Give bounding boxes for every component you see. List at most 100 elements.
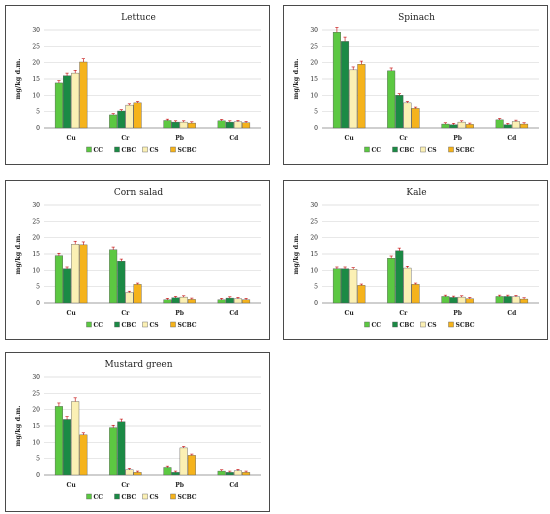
- chart-0-bar-cd-cs: [233, 121, 242, 129]
- chart-0-ytick-30: 30: [32, 27, 40, 34]
- chart-1-legend-swatch-cc: [364, 146, 370, 153]
- chart-0-bar-pb-cbc: [171, 121, 180, 129]
- chart-4-bar-cu-cc: [54, 406, 63, 476]
- spinach-chart-panel: Spinach 0 5 10 15 20 25 30 mg/kg d.m. Cu Cr Pb Cd CC C…: [283, 5, 548, 165]
- chart-4-ytick-5: 5: [36, 456, 40, 463]
- chart-4-xtick-cu: Cu: [67, 482, 77, 489]
- chart-2-ytick-5: 5: [36, 284, 40, 291]
- chart-0-bar-cu-cbc: [63, 75, 72, 129]
- chart-2-bar-cu-cc: [54, 255, 63, 304]
- chart-3-bar-pb-cbc: [449, 297, 458, 304]
- chart-4-xtick-cr: Cr: [121, 482, 130, 489]
- chart-2-bar-cd-cs: [233, 298, 242, 304]
- chart-1-bar-cd-scbc: [520, 123, 529, 129]
- chart-4-bar-cr-cbc: [117, 421, 126, 476]
- chart-0-ytick-10: 10: [32, 92, 40, 99]
- chart-1-ytick-0: 0: [314, 125, 318, 132]
- chart-3-bar-cu-cc: [332, 268, 341, 304]
- chart-3-bar-cu-cbc: [341, 268, 350, 304]
- chart-4-bar-pb-scbc: [187, 455, 196, 476]
- chart-4-title: Mustard green: [104, 360, 172, 370]
- chart-0-bar-cu-cs: [71, 72, 80, 129]
- mustard-green-chart-panel: Mustard green 0 5 10 15 20 25 30 mg/kg d.m. Cu Cr P…: [5, 352, 270, 512]
- chart-1-bar-cr-scbc: [411, 108, 420, 129]
- chart-3-bar-cu-scbc: [357, 285, 366, 304]
- chart-4-legend-swatch-cs: [142, 493, 148, 500]
- chart-4-legend-label-cc: CC: [94, 494, 104, 501]
- chart-1-bar-cu-cs: [349, 69, 358, 129]
- chart-0-bar-pb-scbc: [187, 122, 196, 129]
- chart-3-bar-cd-cc: [495, 296, 504, 304]
- chart-0-bar-pb-cc: [163, 120, 172, 129]
- chart-4-ytick-30: 30: [32, 374, 40, 381]
- chart-3-legend-label-scbc: SCBC: [456, 322, 475, 329]
- chart-0-legend-swatch-cbc: [114, 146, 120, 153]
- chart-4-ytick-10: 10: [32, 439, 40, 446]
- chart-1-xtick-cr: Cr: [399, 135, 408, 142]
- chart-4-bar-cu-cbc: [63, 419, 72, 476]
- chart-3-legend-label-cc: CC: [372, 322, 382, 329]
- chart-0-ytick-25: 25: [32, 43, 40, 50]
- chart-3-ytick-30: 30: [310, 202, 318, 209]
- chart-2-bar-pb-scbc: [187, 299, 196, 304]
- chart-0-bar-cu-cc: [54, 82, 63, 129]
- mustard-green-chart: Mustard green 0 5 10 15 20 25 30 mg/kg d.m. Cu Cr P…: [14, 360, 261, 501]
- corn-salad-chart: Corn salad 0 5 10 15 20 25 30 mg/kg d.m. Cu Cr Pb Cd…: [14, 188, 261, 329]
- chart-3-ytick-20: 20: [310, 235, 318, 242]
- chart-4-ytick-25: 25: [32, 390, 40, 397]
- chart-0-xtick-pb: Pb: [175, 135, 184, 142]
- chart-3-bar-cd-cbc: [503, 296, 512, 304]
- chart-2-legend-label-cbc: CBC: [122, 322, 137, 329]
- chart-1-legend-swatch-cbc: [392, 146, 398, 153]
- chart-4-bar-cr-scbc: [133, 472, 142, 476]
- chart-4-bar-cd-cbc: [225, 472, 234, 476]
- chart-3-bar-cr-scbc: [411, 284, 420, 304]
- chart-4-ytick-15: 15: [32, 423, 40, 430]
- chart-0-bar-cd-cbc: [225, 121, 234, 129]
- chart-4-legend-label-cs: CS: [150, 494, 159, 501]
- chart-4-bar-cd-scbc: [242, 472, 251, 476]
- chart-0-bar-cr-cc: [109, 114, 118, 129]
- chart-3-xtick-pb: Pb: [453, 310, 462, 317]
- chart-3-ytick-0: 0: [314, 300, 318, 307]
- chart-1-xtick-pb: Pb: [453, 135, 462, 142]
- chart-2-bar-cd-cbc: [225, 297, 234, 304]
- chart-1-ytick-10: 10: [310, 92, 318, 99]
- chart-3-xtick-cr: Cr: [399, 310, 408, 317]
- chart-0-bar-cd-cc: [217, 120, 226, 129]
- chart-0-xtick-cd: Cd: [229, 135, 239, 142]
- chart-1-bar-cu-cbc: [341, 41, 350, 129]
- chart-1-ytick-30: 30: [310, 27, 318, 34]
- chart-2-ylabel: mg/kg d.m.: [14, 233, 22, 274]
- chart-1-bar-cr-cc: [387, 70, 396, 129]
- chart-3-ylabel: mg/kg d.m.: [292, 233, 300, 274]
- chart-0-legend-label-cs: CS: [150, 147, 159, 154]
- chart-0-ylabel: mg/kg d.m.: [14, 58, 22, 99]
- chart-4-bar-pb-cbc: [171, 472, 180, 476]
- chart-1-bar-cu-cc: [332, 32, 341, 129]
- chart-3-bar-pb-scbc: [465, 298, 474, 304]
- chart-2-ytick-20: 20: [32, 235, 40, 242]
- chart-4-bar-cr-cc: [109, 427, 118, 476]
- lettuce-chart-panel: Lettuce 0 5 10 15 20 25 30 mg/kg d.m. Cu Cr Pb Cd CC C…: [5, 5, 270, 165]
- chart-1-bar-cu-scbc: [357, 64, 366, 129]
- chart-1-bar-cd-cc: [495, 119, 504, 129]
- chart-1-bar-cd-cbc: [503, 124, 512, 129]
- chart-4-ylabel: mg/kg d.m.: [14, 405, 22, 446]
- chart-4-legend-label-cbc: CBC: [122, 494, 137, 501]
- chart-4-bar-cu-scbc: [79, 434, 88, 476]
- chart-0-bar-cd-scbc: [242, 122, 251, 129]
- chart-4-bar-pb-cs: [179, 447, 188, 476]
- chart-4-ytick-20: 20: [32, 407, 40, 414]
- chart-1-title: Spinach: [398, 13, 435, 23]
- chart-1-bar-pb-scbc: [465, 124, 474, 129]
- chart-4-bar-cr-cs: [125, 469, 134, 476]
- chart-2-legend-swatch-cbc: [114, 321, 120, 328]
- chart-1-legend-label-scbc: SCBC: [456, 147, 475, 154]
- chart-3-bar-cr-cc: [387, 258, 396, 304]
- chart-2-legend-label-cc: CC: [94, 322, 104, 329]
- chart-0-bar-cr-cs: [125, 104, 134, 129]
- chart-0-ytick-20: 20: [32, 60, 40, 67]
- chart-1-legend-label-cc: CC: [372, 147, 382, 154]
- chart-2-ytick-10: 10: [32, 267, 40, 274]
